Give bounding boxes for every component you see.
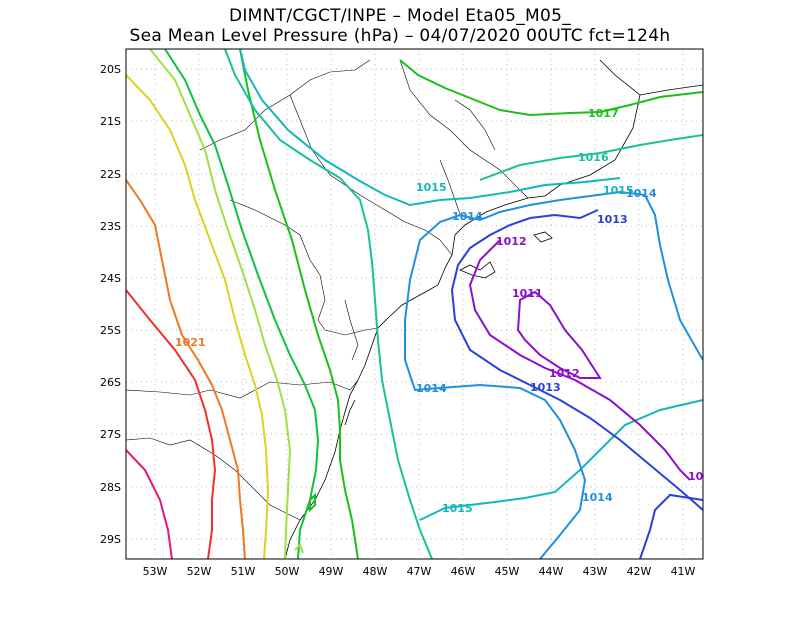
lat-label: 28S [100,481,121,494]
isobar-1015 [239,49,621,207]
lat-label: 29S [100,533,121,546]
graticule-grid [126,49,703,559]
isobar-1016 [224,49,433,559]
contour-label: 1012 [496,235,527,248]
lon-label: 41W [671,565,696,578]
contour-label: 1021 [175,336,206,349]
isobar-1020 [126,74,270,559]
isobar-contours [126,49,703,559]
isobar-small-1 [309,492,316,513]
contour-label: 1011 [512,287,543,300]
isobar-1017 [239,49,359,559]
lat-label: 20S [100,63,121,76]
lat-label: 21S [100,115,121,128]
lon-label: 53W [143,565,168,578]
coastline [284,59,703,559]
lat-label: 27S [100,428,121,441]
contour-label: 1014 [626,187,657,200]
isobar-1012 [468,239,691,481]
contour-label: 1013 [530,381,561,394]
contour-label: 1013 [597,213,628,226]
lat-label: 22S [100,168,121,181]
map-title-line1: DIMNT/CGCT/INPE – Model Eta05_M05_ [228,6,572,26]
isobar-1014-west [404,239,587,559]
latitude-labels: 20S 21S 22S 23S 24S 25S 26S 27S 28S 29S [100,63,121,546]
lon-label: 43W [583,565,608,578]
contour-label: 1012 [549,367,580,380]
lon-label: 48W [363,565,388,578]
isobar-1013-south [639,493,703,559]
isobar-1021 [126,179,246,559]
lon-label: 49W [319,565,344,578]
isobar-small-2 [294,543,304,554]
lon-label: 47W [407,565,432,578]
map-title-line2: Sea Mean Level Pressure (hPa) – 04/07/20… [129,26,671,46]
isobar-1013 [450,209,703,511]
isobar-1019 [149,49,292,559]
lon-label: 50W [275,565,300,578]
isobar-1014 [419,190,703,361]
contour-label: 1015 [603,184,634,197]
lat-label: 24S [100,272,121,285]
contour-label: 1015 [442,502,473,515]
contour-label: 1014 [582,491,613,504]
isobar-1016-east [479,134,703,181]
lat-label: 26S [100,376,121,389]
contour-label: 1014 [416,382,447,395]
lon-label: 46W [451,565,476,578]
lat-label: 25S [100,324,121,337]
isobar-1011 [516,290,602,379]
isobar-1023 [126,449,173,559]
lon-label: 42W [627,565,652,578]
lat-label: 23S [100,220,121,233]
state-borders [126,59,529,521]
contour-label: 1014 [452,210,483,223]
lon-label: 52W [187,565,212,578]
contour-label: 1017 [588,107,619,120]
contour-label: 1016 [578,151,609,164]
contour-label: 10 [688,470,704,483]
map-frame [125,48,704,560]
lon-label: 44W [539,565,564,578]
contour-label: 1015 [416,181,447,194]
isobar-1022 [126,289,217,559]
isobar-1018 [164,49,320,559]
isobar-1017-east [399,59,703,117]
isobar-1015-south [419,399,703,521]
longitude-labels: 53W 52W 51W 50W 49W 48W 47W 46W 45W 44W … [143,565,696,578]
lon-label: 51W [231,565,256,578]
lon-label: 45W [495,565,520,578]
contour-labels: 1017 1016 1015 1014 1015 1014 1013 1012 … [175,107,704,515]
